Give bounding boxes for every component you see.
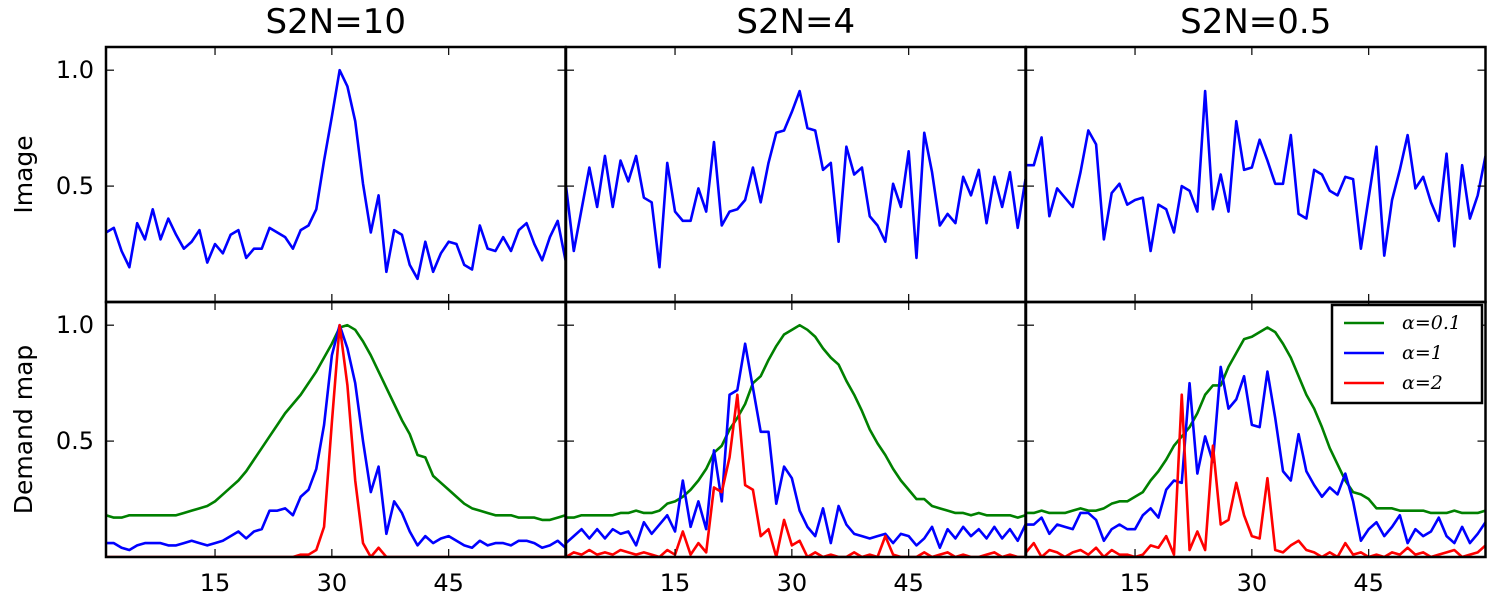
y-tick-label: 1.0 xyxy=(56,56,94,84)
series-line-demand-map-s2n-10-1 xyxy=(106,323,566,552)
panel-demand-map-s2n-10 xyxy=(104,300,567,559)
panel-frame xyxy=(564,45,1027,304)
row-label: Demand map xyxy=(9,345,38,515)
x-tick-label: 15 xyxy=(200,569,231,597)
legend-label: α=2 xyxy=(1402,372,1443,394)
panel-frame xyxy=(1024,45,1487,304)
column-title: S2N=10 xyxy=(266,2,406,42)
legend-label: α=1 xyxy=(1402,342,1443,364)
legend: α=0.1 α=1 α=2 xyxy=(1330,303,1484,405)
series-line-demand-map-s2n-0-5-0 xyxy=(1026,326,1486,515)
panel-image-s2n-4 xyxy=(564,45,1027,304)
x-tick-label: 30 xyxy=(777,569,808,597)
series-line-demand-map-s2n-10-2 xyxy=(106,323,566,557)
panel-frame xyxy=(564,300,1027,559)
panel-frame xyxy=(104,45,567,304)
y-tick-label: 0.5 xyxy=(56,427,94,455)
x-tick-label: 30 xyxy=(317,569,348,597)
x-tick-label: 15 xyxy=(660,569,691,597)
y-tick-label: 0.5 xyxy=(56,172,94,200)
panel-frame xyxy=(1024,300,1487,559)
x-tick-label: 30 xyxy=(1237,569,1268,597)
series-line-demand-map-s2n-4-0 xyxy=(566,323,1026,519)
x-tick-label: 15 xyxy=(1120,569,1151,597)
column-title: S2N=4 xyxy=(736,2,855,42)
series-line-demand-map-s2n-4-1 xyxy=(566,342,1026,550)
series-line-demand-map-s2n-4-2 xyxy=(566,393,1026,557)
panel-image-s2n-10 xyxy=(104,45,567,304)
x-tick-label: 45 xyxy=(893,569,924,597)
series-line-demand-map-s2n-0-5-2 xyxy=(1026,393,1486,557)
panel-image-s2n-0-5 xyxy=(1024,45,1487,304)
legend-label: α=0.1 xyxy=(1402,312,1461,334)
series-line-demand-map-s2n-0-5-1 xyxy=(1026,365,1486,545)
y-tick-label: 1.0 xyxy=(56,311,94,339)
panels xyxy=(104,45,1487,559)
panel-demand-map-s2n-4 xyxy=(564,300,1027,559)
x-tick-label: 45 xyxy=(1353,569,1384,597)
series-line-demand-map-s2n-10-0 xyxy=(106,323,566,522)
series-line-image-s2n-10-0 xyxy=(106,68,566,281)
labels: S2N=10 S2N=4 S2N=0.5 Image Demand map 1.0 0.5 1… xyxy=(9,2,1384,597)
column-title: S2N=0.5 xyxy=(1180,2,1331,42)
series-line-image-s2n-4-0 xyxy=(566,89,1026,269)
x-tick-label: 45 xyxy=(433,569,464,597)
series-line-image-s2n-0-5-0 xyxy=(1026,89,1486,257)
panel-demand-map-s2n-0-5 xyxy=(1024,300,1487,559)
row-label: Image xyxy=(9,135,38,213)
